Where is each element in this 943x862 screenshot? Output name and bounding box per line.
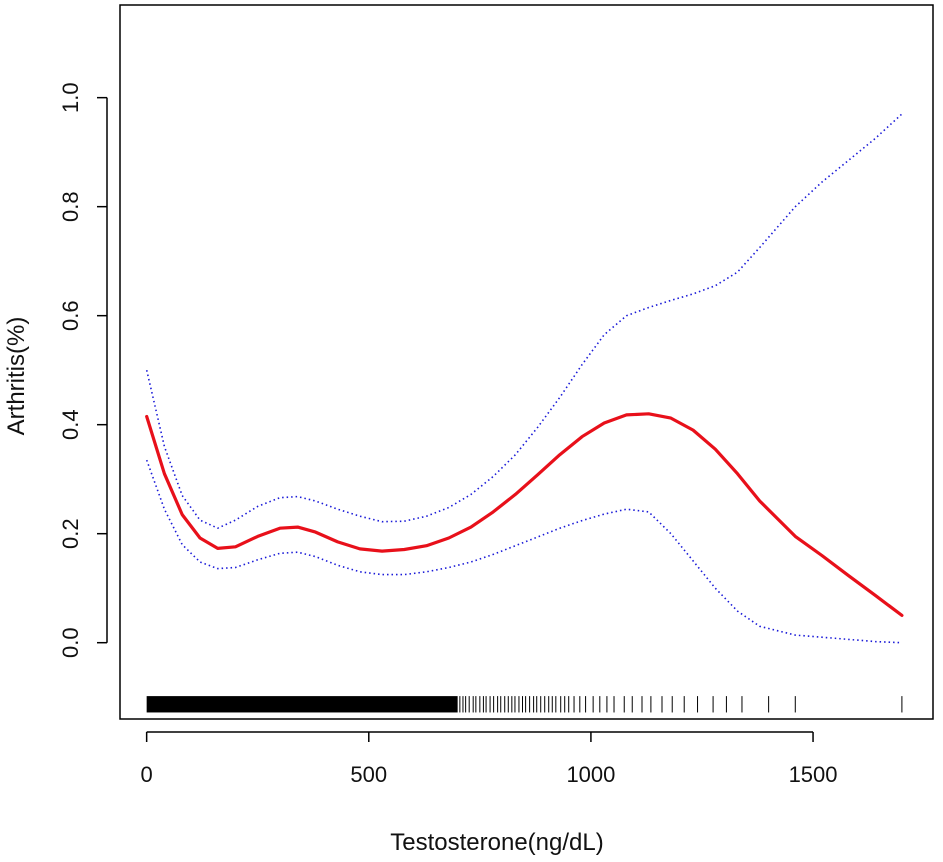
series-line-upper-ci [145, 113, 903, 530]
x-tick-label-2: 1000 [566, 762, 615, 787]
rug-dense-band-0 [146, 696, 458, 713]
y-tick-label-5: 1.0 [58, 82, 83, 113]
x-tick-label-3: 1500 [789, 762, 838, 787]
series-line-lower-ci [145, 459, 902, 644]
x-axis-title: Testosterone(ng/dL) [390, 829, 603, 856]
rug-marks [146, 696, 903, 713]
y-axis-title: Arthritis(%) [3, 317, 30, 436]
x-tick-label-0: 0 [141, 762, 153, 787]
y-axis: 0.0 0.2 0.4 0.6 0.8 1.0 [58, 82, 108, 658]
y-tick-label-1: 0.2 [58, 518, 83, 549]
y-tick-label-0: 0.0 [58, 627, 83, 658]
series-layer [145, 113, 904, 644]
x-axis: 0 500 1000 1500 [141, 731, 838, 787]
plot-frame [119, 4, 934, 720]
x-tick-label-1: 500 [350, 762, 387, 787]
y-tick-label-4: 0.8 [58, 191, 83, 222]
y-tick-label-3: 0.6 [58, 300, 83, 331]
y-tick-label-2: 0.4 [58, 409, 83, 440]
series-line-estimate [145, 412, 904, 618]
